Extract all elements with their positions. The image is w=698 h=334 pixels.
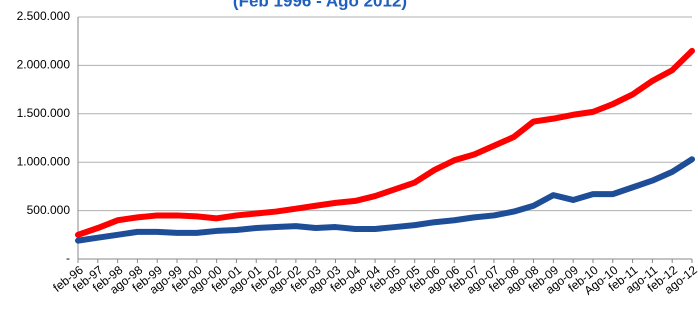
series-line <box>75 156 695 244</box>
y-tick-label: - <box>66 251 70 265</box>
y-tick-label: 2.000.000 <box>17 58 71 72</box>
y-tick-label: 1.500.000 <box>17 106 71 120</box>
series-line <box>75 47 695 238</box>
chart-title: (Feb 1996 - Ago 2012) <box>233 0 407 10</box>
y-tick-label: 500.000 <box>27 203 71 217</box>
y-tick-label: 1.000.000 <box>17 154 71 168</box>
y-tick-label: 2.500.000 <box>17 9 71 23</box>
